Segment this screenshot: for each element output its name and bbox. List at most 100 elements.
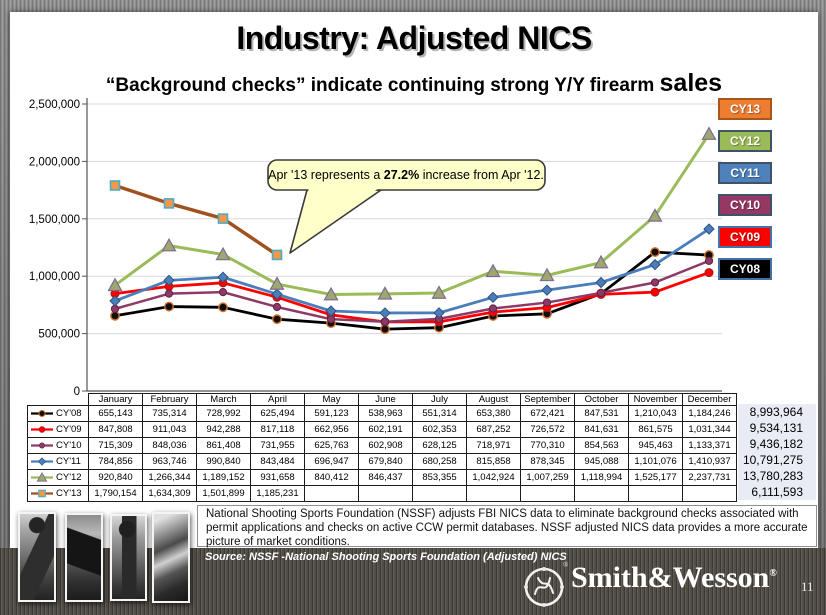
table-row: CY'08 655,143 735,314 728,992 625,494 591,123…: [27, 405, 737, 422]
value-cell: 1,101,076: [628, 453, 683, 470]
source-line: Source: NSSF -National Shooting Sports F…: [205, 551, 567, 563]
slide: 0 500,000 1,000,000 1,500,000 2,000,000 2,500…: [10, 12, 818, 548]
value-cell: 1,007,259: [520, 469, 575, 486]
legend-cy09: CY09: [718, 226, 772, 248]
svg-text:2,000,000: 2,000,000: [29, 156, 80, 168]
series-marker-icon: [31, 409, 53, 418]
registered-mark: ®: [769, 568, 777, 579]
value-cell: [682, 485, 737, 502]
legend-cy08: CY08: [718, 258, 772, 280]
series-marker-icon: [31, 457, 53, 466]
series-marker-icon: [31, 472, 53, 482]
value-cell: [412, 485, 467, 502]
value-cell: 602,353: [412, 421, 467, 438]
yearly-total: 13,780,283: [738, 468, 816, 484]
svg-text:1,500,000: 1,500,000: [29, 214, 80, 226]
month-header: June: [358, 393, 413, 406]
value-cell: 817,118: [250, 421, 305, 438]
legend-cy12: CY12: [718, 130, 772, 152]
month-header: September: [520, 393, 575, 406]
value-cell: 853,355: [412, 469, 467, 486]
value-cell: 602,191: [358, 421, 413, 438]
brand-name: Smith&Wesson: [571, 561, 770, 594]
value-cell: 625,494: [250, 405, 305, 422]
svg-text:®: ®: [563, 561, 568, 569]
value-cell: [574, 485, 629, 502]
series-label-cell: CY'09: [27, 421, 89, 438]
photo-man-aiming: [110, 514, 147, 601]
value-cell: [304, 485, 359, 502]
value-cell: 784,856: [88, 453, 143, 470]
month-header: January: [88, 393, 143, 406]
value-cell: 731,955: [250, 437, 305, 454]
photo-woman-shooter: [18, 512, 56, 602]
svg-text:2,500,000: 2,500,000: [29, 99, 80, 111]
yearly-total: 8,993,964: [738, 404, 816, 420]
value-cell: 1,501,899: [196, 485, 251, 502]
value-cell: 653,380: [466, 405, 521, 422]
value-cell: 602,908: [358, 437, 413, 454]
month-header: August: [466, 393, 521, 406]
value-cell: 861,408: [196, 437, 251, 454]
series-CY09: [110, 268, 714, 327]
value-cell: 1,210,043: [628, 405, 683, 422]
series-label-cell: CY'12: [27, 469, 89, 486]
legend-cy10: CY10: [718, 194, 772, 216]
value-cell: 687,252: [466, 421, 521, 438]
callout-bubble: Apr '13 represents a 27.2% increase from…: [267, 159, 546, 254]
value-cell: 942,288: [196, 421, 251, 438]
value-cell: 1,118,994: [574, 469, 629, 486]
month-header: March: [196, 393, 251, 406]
value-cell: 679,840: [358, 453, 413, 470]
series-CY08: [110, 247, 714, 335]
table-row: CY'10 715,309 848,036 861,408 731,955 625,763…: [27, 437, 737, 454]
value-cell: 841,631: [574, 421, 629, 438]
table-row: CY'12 920,840 1,266,344 1,189,152 931,658 840…: [27, 469, 737, 486]
smith-wesson-logo-text: Smith&Wesson®: [571, 561, 777, 595]
yearly-total: 9,436,182: [738, 436, 816, 452]
value-cell: 1,189,152: [196, 469, 251, 486]
value-cell: 815,858: [466, 453, 521, 470]
subtitle-main: “Background checks” indicate continuing …: [105, 75, 660, 96]
slide-title: Industry: Adjusted NICS: [236, 20, 592, 56]
month-header: November: [628, 393, 683, 406]
month-header: February: [142, 393, 197, 406]
value-cell: 1,031,344: [682, 421, 737, 438]
value-cell: [358, 485, 413, 502]
value-cell: 1,184,246: [682, 405, 737, 422]
yearly-total: 6,111,593: [738, 484, 816, 500]
series-name: CY'08: [56, 408, 82, 419]
value-cell: 538,963: [358, 405, 413, 422]
series-name: CY'11: [56, 456, 81, 467]
series-marker-icon: [31, 489, 53, 498]
yearly-totals: 8,993,964 9,534,131 9,436,182 10,791,275 13,…: [738, 404, 816, 500]
value-cell: 770,310: [520, 437, 575, 454]
month-header: May: [304, 393, 359, 406]
photo-rifle-closeup: [152, 512, 190, 603]
value-cell: 726,572: [520, 421, 575, 438]
value-cell: 2,237,731: [682, 469, 737, 486]
table-row: CY'11 784,856 963,746 990,840 843,484 696,947…: [27, 453, 737, 470]
value-cell: 1,790,154: [88, 485, 143, 502]
value-cell: 551,314: [412, 405, 467, 422]
value-cell: 662,956: [304, 421, 359, 438]
smith-wesson-emblem-icon: ®: [524, 561, 568, 607]
table-row: CY'09 847,808 911,043 942,288 817,118 662,956…: [27, 421, 737, 438]
slide-subtitle: “Background checks” indicate continuing …: [10, 69, 818, 98]
value-cell: 625,763: [304, 437, 359, 454]
value-cell: 1,634,309: [142, 485, 197, 502]
value-cell: 728,992: [196, 405, 251, 422]
value-cell: 715,309: [88, 437, 143, 454]
value-cell: 735,314: [142, 405, 197, 422]
month-header: July: [412, 393, 467, 406]
series-name: CY'12: [56, 472, 82, 483]
legend-cy11: CY11: [718, 162, 772, 184]
value-cell: 1,266,344: [142, 469, 197, 486]
value-cell: 1,042,924: [466, 469, 521, 486]
monthly-nics-table-wrap: January February March April May June July Augu…: [27, 393, 737, 502]
series-CY10: [110, 256, 714, 326]
series-name: CY'09: [56, 424, 82, 435]
value-cell: 672,421: [520, 405, 575, 422]
value-cell: 680,258: [412, 453, 467, 470]
series-label-cell: CY'08: [27, 405, 89, 422]
